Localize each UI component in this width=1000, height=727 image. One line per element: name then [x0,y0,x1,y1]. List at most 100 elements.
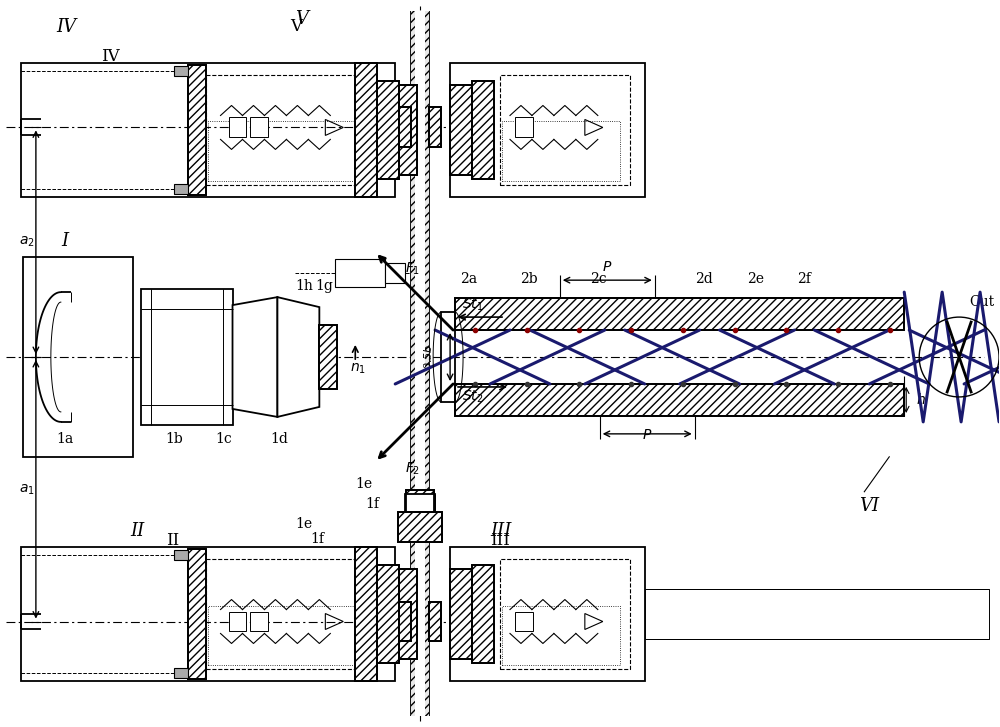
Text: 1b: 1b [166,432,183,446]
Bar [398,512,442,542]
Text: 2b: 2b [520,272,538,286]
Bar [377,565,399,664]
Bar [188,549,206,680]
Bar [335,260,385,287]
Bar [208,121,357,181]
Text: 0.5$b$: 0.5$b$ [422,344,434,370]
Bar [319,325,337,389]
Bar [21,547,395,681]
Bar [399,569,417,659]
Text: 1a: 1a [56,432,73,446]
Bar [455,384,904,416]
Bar [377,81,399,180]
Text: V: V [290,17,302,35]
Bar [455,384,904,416]
Bar [385,263,405,283]
Text: 2f: 2f [797,272,811,286]
Text: IV: IV [56,17,76,36]
Bar [398,512,442,542]
Bar [377,81,399,180]
Text: IV: IV [101,47,119,65]
Bar [399,601,411,641]
Bar [23,257,133,457]
Bar [425,11,429,716]
Text: 1e: 1e [295,517,313,531]
Text: 1f: 1f [310,531,324,546]
Bar [472,565,494,664]
Bar [206,75,365,185]
Bar [441,312,455,402]
Bar [399,84,417,175]
Bar [355,547,377,681]
Text: II: II [166,531,179,549]
Bar [455,298,904,330]
Polygon shape [233,297,277,417]
Bar [429,601,441,641]
Bar [515,611,533,632]
Bar [515,118,533,137]
Bar [502,121,620,181]
Text: II: II [131,522,145,539]
Text: 2d: 2d [695,272,712,286]
Text: 1d: 1d [270,432,288,446]
Text: $h$: $h$ [916,393,926,407]
Bar [472,81,494,180]
Text: 1g: 1g [315,279,333,293]
Polygon shape [277,297,319,417]
Bar [355,63,377,197]
Bar [229,611,246,632]
Bar [399,84,417,175]
Text: $P$: $P$ [642,428,652,442]
Bar [472,81,494,180]
Bar [405,494,435,512]
Text: 2a: 2a [460,272,477,286]
Bar [174,668,188,678]
Bar [429,108,441,148]
Bar [399,601,411,641]
Bar [411,11,415,716]
Text: I: I [61,232,68,250]
Bar [450,569,472,659]
Bar [21,63,395,197]
Text: $St_2$: $St_2$ [462,389,484,405]
Bar [500,558,630,670]
Bar [229,118,246,137]
Bar [355,547,377,681]
Text: VI: VI [859,497,879,515]
Bar [174,65,188,76]
Text: III: III [490,522,511,539]
Text: $a_2$: $a_2$ [19,235,35,249]
Bar [355,63,377,197]
Bar [450,63,645,197]
Bar [429,108,441,148]
Bar [450,84,472,175]
Bar [188,549,206,680]
Bar [399,108,411,148]
Text: 1c: 1c [216,432,232,446]
Bar [319,325,337,389]
Bar [406,490,434,512]
Bar [250,118,268,137]
Bar [411,11,429,716]
Bar [174,550,188,560]
Bar [399,569,417,659]
Bar [174,185,188,194]
Bar [406,490,434,512]
Bar [208,606,357,665]
Bar [429,601,441,641]
Bar [250,611,268,632]
Text: Cut: Cut [969,295,994,309]
Text: 1e: 1e [355,477,372,491]
Text: $n_1$: $n_1$ [350,362,366,377]
Text: $a_1$: $a_1$ [19,483,35,497]
Text: 1h: 1h [295,279,313,293]
Text: $F_1$: $F_1$ [405,261,420,278]
Text: 2e: 2e [748,272,765,286]
Bar [455,298,904,330]
Bar [450,547,645,681]
Bar [206,558,365,670]
Bar [502,606,620,665]
Text: III: III [490,531,510,549]
Bar [141,289,233,425]
Bar [450,569,472,659]
